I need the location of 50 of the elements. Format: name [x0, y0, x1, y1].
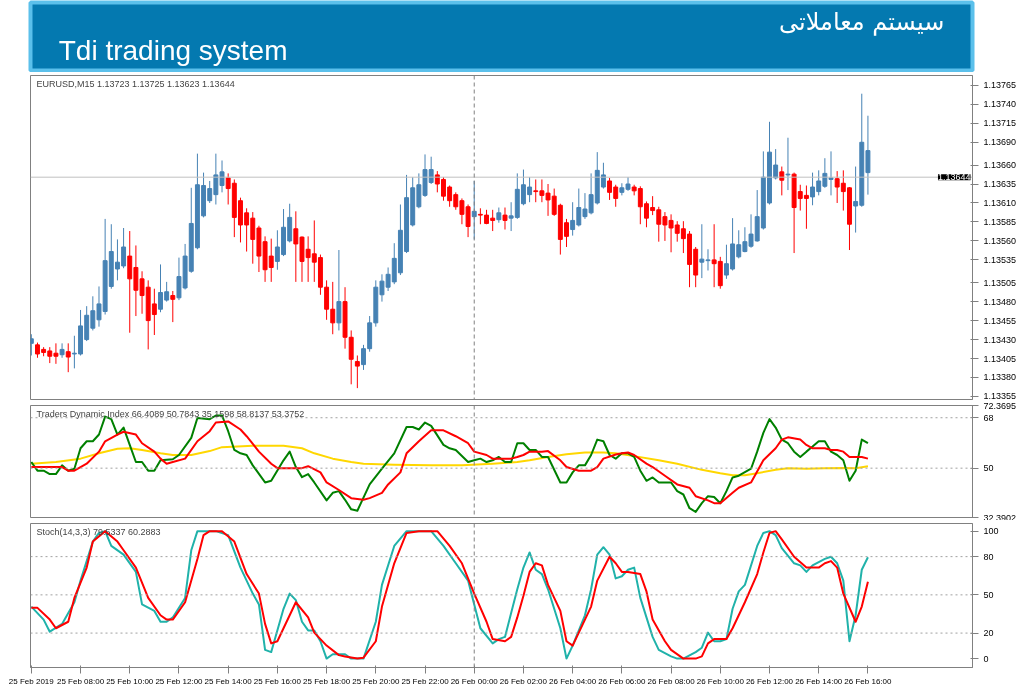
x-tick-label: 25 Feb 16:00 — [253, 676, 302, 686]
y-tick-label: 1.13740 — [983, 99, 1017, 110]
y-tick-label: 1.13690 — [983, 137, 1017, 148]
x-tick-label: 26 Feb 10:00 — [696, 676, 745, 686]
y-tick-label: 1.13660 — [983, 160, 1017, 171]
y-tick-label: 0 — [983, 653, 989, 664]
chart-title: سیستم معاملاتی — [779, 7, 945, 36]
x-tick-label: 26 Feb 12:00 — [745, 676, 794, 686]
y-tick-label: 1.13480 — [983, 296, 1017, 307]
y-tick-label: 1.13430 — [983, 334, 1017, 345]
y-tick-label: 32.3902 — [983, 512, 1017, 523]
y-tick-label: 68 — [983, 412, 994, 423]
y-tick-label: 1.13505 — [983, 277, 1017, 288]
y-tick-label: 1.13405 — [983, 353, 1017, 364]
y-tick-label: 20 — [983, 628, 994, 639]
ref-line-label: 1.13644 — [937, 172, 971, 183]
y-tick-label: 1.13560 — [983, 235, 1017, 246]
y-tick-label: 1.13535 — [983, 254, 1017, 265]
x-tick-label: 26 Feb 04:00 — [549, 676, 597, 686]
y-tick-label: 80 — [983, 551, 994, 562]
y-tick-label: 1.13715 — [983, 118, 1017, 129]
x-tick-label: 26 Feb 00:00 — [450, 676, 499, 686]
x-tick-label: 26 Feb 02:00 — [499, 676, 548, 686]
y-tick-label: 1.13635 — [983, 179, 1017, 190]
x-tick-label: 26 Feb 14:00 — [795, 676, 843, 686]
y-tick-label: 72.3695 — [983, 400, 1017, 411]
x-tick-label: 25 Feb 14:00 — [204, 676, 253, 686]
x-tick-label: 25 Feb 20:00 — [352, 676, 400, 686]
x-tick-label: 25 Feb 08:00 — [56, 676, 105, 686]
y-tick-label: 50 — [983, 463, 994, 474]
y-tick-label: 1.13355 — [983, 391, 1017, 402]
y-tick-label: 50 — [983, 589, 994, 600]
annotation: EURUSD,M15 1.13723 1.13725 1.13623 1.13644 — [36, 78, 235, 89]
x-tick-label: 26 Feb 16:00 — [844, 676, 893, 686]
y-tick-label: 1.13610 — [983, 197, 1017, 208]
annotation: Traders Dynamic Index 66.4089 50.7843 35.1598 58.8137 53.3752 — [36, 408, 305, 419]
x-tick-label: 25 Feb 18:00 — [303, 676, 351, 686]
x-tick-label: 25 Feb 2019 — [8, 676, 55, 686]
x-tick-label: 25 Feb 22:00 — [401, 676, 450, 686]
y-tick-label: 1.13455 — [983, 315, 1017, 326]
y-tick-label: 1.13585 — [983, 216, 1017, 227]
y-tick-label: 1.13380 — [983, 372, 1017, 383]
x-tick-label: 26 Feb 06:00 — [598, 676, 646, 686]
x-tick-label: 25 Feb 12:00 — [155, 676, 204, 686]
x-tick-label: 25 Feb 10:00 — [106, 676, 154, 686]
annotation: Stoch(14,3,3) 79.5337 60.2883 — [36, 526, 161, 537]
chart-subtitle: Tdi trading system — [58, 34, 288, 66]
y-tick-label: 1.13765 — [983, 80, 1017, 91]
x-tick-label: 26 Feb 08:00 — [647, 676, 696, 686]
y-tick-label: 100 — [983, 526, 999, 537]
